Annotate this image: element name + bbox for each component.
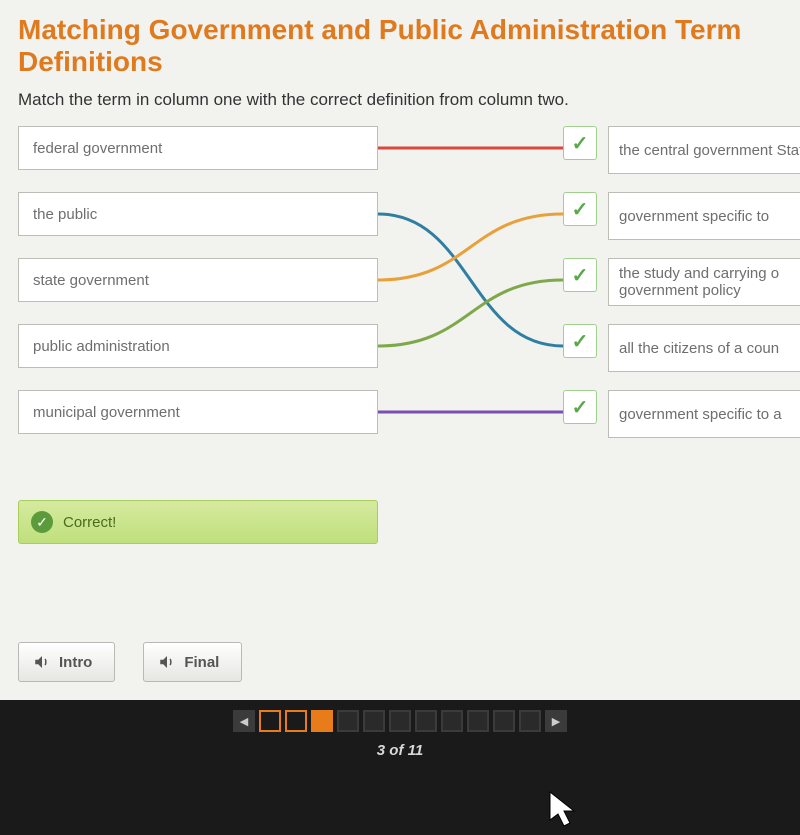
page-indicator[interactable] — [493, 710, 515, 732]
bottom-nav: ◀ ▶ 3 of 11 — [0, 700, 800, 835]
final-button[interactable]: Final — [143, 642, 242, 682]
check-icon: ✓ — [563, 126, 597, 160]
instruction-text: Match the term in column one with the co… — [18, 90, 800, 110]
page-indicator[interactable] — [441, 710, 463, 732]
check-icon: ✓ — [563, 324, 597, 358]
next-page-button[interactable]: ▶ — [545, 710, 567, 732]
page-indicator[interactable] — [259, 710, 281, 732]
prev-page-button[interactable]: ◀ — [233, 710, 255, 732]
page-indicator[interactable] — [363, 710, 385, 732]
correct-icon: ✓ — [31, 511, 53, 533]
connection-line — [378, 214, 563, 346]
definition-box[interactable]: all the citizens of a coun — [608, 324, 800, 372]
check-icon: ✓ — [563, 192, 597, 226]
page-boxes — [259, 710, 541, 732]
term-box[interactable]: federal government — [18, 126, 378, 170]
check-icon: ✓ — [563, 390, 597, 424]
page-indicator[interactable] — [467, 710, 489, 732]
page-indicator[interactable] — [311, 710, 333, 732]
term-box[interactable]: municipal government — [18, 390, 378, 434]
page-title: Matching Government and Public Administr… — [18, 14, 800, 78]
definition-box[interactable]: the central government States — [608, 126, 800, 174]
lesson-panel: Matching Government and Public Administr… — [0, 0, 800, 700]
footer-buttons: Intro Final — [18, 642, 242, 682]
speaker-icon — [158, 653, 176, 671]
terms-column: federal government the public state govern… — [18, 126, 378, 456]
intro-button[interactable]: Intro — [18, 642, 115, 682]
speaker-icon — [33, 653, 51, 671]
definition-box[interactable]: the study and carrying o government poli… — [608, 258, 800, 306]
intro-label: Intro — [59, 654, 92, 671]
check-column: ✓ ✓ ✓ ✓ ✓ — [563, 126, 597, 456]
term-box[interactable]: the public — [18, 192, 378, 236]
connection-line — [378, 214, 563, 280]
check-icon: ✓ — [563, 258, 597, 292]
page-indicator[interactable] — [519, 710, 541, 732]
definition-box[interactable]: government specific to — [608, 192, 800, 240]
page-indicator[interactable] — [389, 710, 411, 732]
page-counter: 3 of 11 — [0, 742, 800, 759]
page-indicator[interactable] — [337, 710, 359, 732]
term-box[interactable]: state government — [18, 258, 378, 302]
connection-line — [378, 280, 563, 346]
page-indicator[interactable] — [285, 710, 307, 732]
final-label: Final — [184, 654, 219, 671]
page-nav: ◀ ▶ — [233, 710, 567, 732]
matching-area: federal government the public state govern… — [18, 126, 800, 496]
feedback-banner: ✓ Correct! — [18, 500, 378, 544]
definition-box[interactable]: government specific to a — [608, 390, 800, 438]
definitions-column: the central government States government … — [608, 126, 800, 456]
feedback-label: Correct! — [63, 514, 116, 531]
term-box[interactable]: public administration — [18, 324, 378, 368]
page-indicator[interactable] — [415, 710, 437, 732]
